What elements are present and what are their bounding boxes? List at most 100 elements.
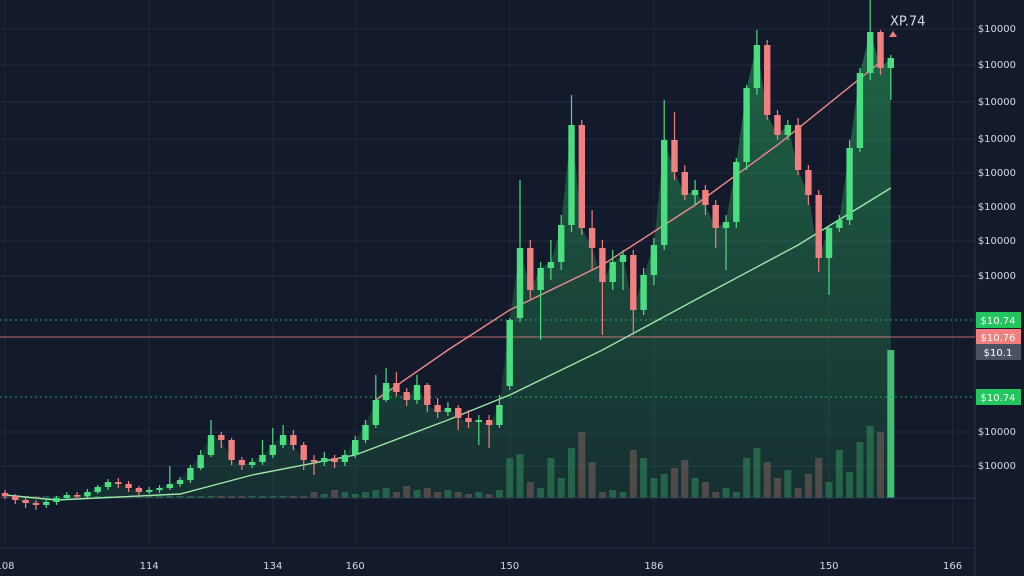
candle-body: [784, 125, 791, 135]
candle-body: [444, 408, 452, 412]
candle-body: [32, 503, 40, 505]
y-tick-label: $10000: [978, 236, 1016, 247]
candle-body: [825, 228, 833, 258]
candle-body: [341, 455, 349, 462]
candle-body: [238, 460, 246, 465]
candle-body: [661, 140, 668, 245]
candle-body: [331, 458, 338, 462]
candle-body: [506, 320, 513, 386]
candle-body: [115, 482, 122, 484]
candle-body: [650, 245, 658, 275]
candle-body: [671, 140, 678, 172]
candle-body: [228, 440, 235, 460]
x-tick-label: 114: [140, 561, 159, 572]
candle-body: [537, 268, 544, 290]
candle-body: [259, 455, 266, 462]
candle-body: [774, 115, 781, 135]
price-area: [5, 32, 891, 505]
y-tick-label: $10000: [978, 60, 1016, 71]
candle-body: [104, 482, 112, 487]
labels: $10000 $10000 $10000 $10000 $10000 $10000 $100…: [0, 24, 1021, 572]
candle-body: [135, 488, 143, 492]
candle-body: [712, 205, 719, 228]
candle-body: [218, 435, 225, 440]
candle-body: [867, 32, 874, 73]
candle-body: [599, 248, 606, 282]
candle-body: [393, 383, 400, 392]
candle-body: [197, 455, 204, 468]
candle-body: [362, 425, 369, 440]
candle-body: [702, 190, 709, 205]
candle-body: [815, 195, 822, 258]
candle-body: [424, 385, 431, 405]
candle-body: [413, 385, 421, 400]
candle-body: [249, 462, 256, 465]
candle-body: [382, 383, 390, 400]
candle-body: [753, 45, 761, 88]
candle-body: [568, 125, 575, 225]
candle-body: [733, 162, 740, 222]
price-tag-label: $10.1: [984, 348, 1013, 359]
price-tag: [976, 312, 1021, 328]
candle-body: [63, 495, 70, 498]
y-tick-label: $10000: [978, 24, 1016, 35]
candle-body: [166, 484, 173, 488]
candle-body: [578, 125, 585, 228]
candle-body: [619, 255, 627, 262]
candle-body: [187, 468, 194, 480]
candle-body: [43, 502, 50, 505]
candle-body: [516, 248, 524, 318]
candle-body: [53, 498, 60, 502]
candle-body: [176, 480, 184, 484]
candle-body: [269, 445, 276, 455]
x-tick-label: 186: [644, 561, 663, 572]
candle-body: [465, 418, 472, 422]
candle-body: [146, 490, 153, 492]
candle-body: [156, 488, 163, 490]
candle-body: [279, 435, 287, 445]
candle-body: [84, 492, 91, 496]
y-tick-label: $10000: [978, 427, 1016, 438]
y-tick-label: $10000: [978, 97, 1016, 108]
candle-body: [73, 495, 81, 497]
price-tag: [976, 389, 1021, 405]
annotation: XP.74: [890, 15, 925, 30]
candle-body: [836, 220, 843, 228]
candle-body: [485, 420, 493, 425]
candle-body: [691, 190, 699, 195]
y-tick-label: $10000: [978, 168, 1016, 179]
price-tag: [976, 329, 1021, 345]
candle-body: [300, 445, 307, 460]
candle-body: [12, 496, 19, 500]
candle-body: [630, 255, 637, 310]
price-tag-label: $10.74: [981, 393, 1016, 404]
candle-body: [846, 148, 853, 220]
volume-bar: [42, 496, 50, 498]
candle-body: [372, 400, 379, 425]
price-lines: [0, 319, 975, 398]
annotation-marker: [889, 31, 897, 37]
candle-body: [794, 125, 802, 170]
candle-body: [434, 405, 441, 412]
candle-body: [887, 58, 894, 68]
candle-body: [558, 225, 565, 262]
candle-body: [403, 392, 410, 400]
candle-body: [1, 493, 9, 496]
candle-body: [547, 262, 555, 268]
y-tick-label: $10000: [978, 271, 1016, 282]
candle-body: [640, 275, 647, 310]
candle-body: [764, 45, 771, 115]
candle-body: [94, 487, 101, 492]
x-tick-label: 134: [263, 561, 282, 572]
candle-body: [856, 73, 864, 148]
candle-body: [877, 32, 884, 68]
area-layer: [5, 32, 891, 505]
candles: [1, 0, 894, 510]
candle-body: [352, 440, 359, 455]
x-tick-label: 150: [819, 561, 838, 572]
candle-body: [475, 420, 482, 422]
y-tick-label: $10000: [978, 461, 1016, 472]
y-tick-label: $10000: [978, 134, 1016, 145]
candle-body: [588, 228, 596, 248]
